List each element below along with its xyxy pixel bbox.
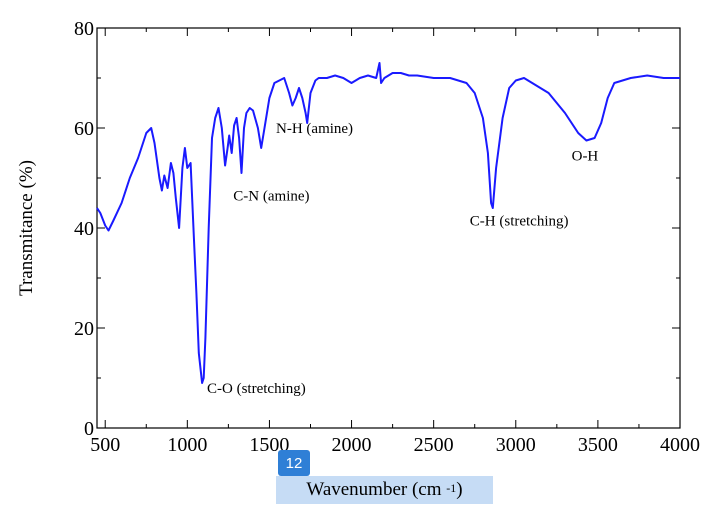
x-tick-label: 3000 — [496, 434, 536, 456]
y-axis-label: Transmitance (%) — [16, 160, 37, 296]
y-tick-label: 20 — [74, 318, 94, 340]
plot-area-frame — [96, 27, 681, 429]
x-axis-label-main: Wavenumber (cm — [306, 479, 442, 500]
y-tick-label: 60 — [74, 118, 94, 140]
x-axis-label[interactable]: Wavenumber (cm -1) — [276, 476, 493, 504]
x-tick-label: 1000 — [167, 434, 207, 456]
peak-label: C-N (amine) — [233, 189, 309, 205]
peak-label: C-O (stretching) — [207, 381, 306, 397]
x-axis-label-close: ) — [456, 479, 463, 500]
peak-annotations: C-O (stretching) C-N (amine) N-H (amine) C-… — [207, 121, 598, 397]
x-tick-label: 2000 — [332, 434, 372, 456]
x-tick-label: 500 — [90, 434, 120, 456]
y-tick-label: 0 — [84, 418, 94, 440]
x-axis-label-unit-exponent: -1 — [446, 480, 457, 495]
y-tick-label: 40 — [74, 218, 94, 240]
spectrum-line — [96, 62, 680, 384]
x-tick-label: 3500 — [578, 434, 618, 456]
x-tick-label: 4000 — [660, 434, 700, 456]
annotation-badge[interactable]: 12 — [278, 450, 310, 476]
y-tick-label: 80 — [74, 18, 94, 40]
peak-label: C-H (stretching) — [470, 214, 569, 230]
axis-ticks — [97, 27, 681, 429]
series-layer — [96, 62, 680, 384]
peak-label: N-H (amine) — [276, 121, 353, 137]
peak-label: O-H — [572, 149, 599, 165]
x-tick-label: 2500 — [414, 434, 454, 456]
